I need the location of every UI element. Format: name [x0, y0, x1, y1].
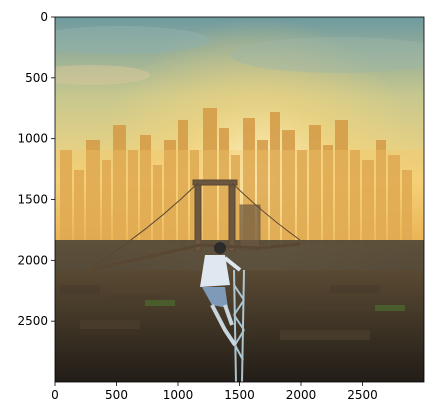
y-tick-label: 2000 [17, 253, 48, 267]
cloud [55, 26, 210, 54]
cloud [230, 37, 424, 73]
y-tick-label: 1500 [17, 193, 48, 207]
foreground-blocks [60, 285, 380, 340]
x-tick-label: 1500 [224, 388, 255, 402]
y-axis: 0 500 1000 1500 2000 2500 [17, 10, 55, 328]
x-tick-label: 1000 [163, 388, 194, 402]
x-tick-label: 2000 [286, 388, 317, 402]
photo-content [55, 17, 424, 382]
park-green [145, 300, 405, 311]
x-tick-label: 2500 [347, 388, 378, 402]
x-axis: 0 500 1000 1500 2000 2500 [51, 382, 378, 402]
y-tick-label: 0 [40, 10, 48, 24]
y-tick-label: 1000 [17, 132, 48, 146]
cloud [55, 65, 150, 85]
y-tick-label: 500 [25, 71, 48, 85]
climbing-person [200, 242, 242, 347]
x-tick-label: 500 [105, 388, 128, 402]
lattice-tower [233, 269, 245, 382]
x-tick-label: 0 [51, 388, 59, 402]
bridge [89, 179, 301, 272]
y-tick-label: 2500 [17, 314, 48, 328]
